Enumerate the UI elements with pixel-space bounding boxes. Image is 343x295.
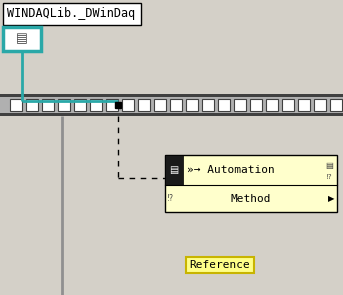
Bar: [266, 99, 278, 111]
Bar: [58, 99, 70, 111]
Bar: [3, 3, 141, 25]
Bar: [74, 99, 86, 111]
Bar: [234, 99, 246, 111]
Text: !?: !?: [167, 194, 174, 203]
Bar: [250, 99, 262, 111]
Bar: [42, 99, 54, 111]
Text: ▤: ▤: [16, 32, 28, 45]
Bar: [3, 27, 41, 51]
Bar: [106, 99, 118, 111]
Text: Reference: Reference: [190, 260, 250, 270]
Bar: [138, 99, 150, 111]
Bar: [10, 99, 22, 111]
Bar: [90, 99, 102, 111]
Text: ▤: ▤: [325, 161, 333, 170]
Bar: [165, 155, 183, 185]
Bar: [0, 94, 343, 116]
Bar: [26, 99, 38, 111]
Bar: [0, 97, 343, 113]
Text: Method: Method: [231, 194, 271, 204]
Bar: [330, 99, 342, 111]
Bar: [314, 99, 326, 111]
Bar: [282, 99, 294, 111]
Bar: [165, 155, 337, 212]
Text: WINDAQLib._DWinDaq: WINDAQLib._DWinDaq: [7, 7, 135, 20]
Text: »→ Automation: »→ Automation: [187, 165, 275, 175]
Text: ▶: ▶: [328, 194, 334, 203]
Bar: [186, 99, 198, 111]
Bar: [170, 99, 182, 111]
Bar: [154, 99, 166, 111]
Bar: [202, 99, 214, 111]
Text: !?: !?: [326, 173, 332, 180]
Bar: [218, 99, 230, 111]
Text: ▤: ▤: [169, 165, 179, 175]
Bar: [122, 99, 134, 111]
Bar: [298, 99, 310, 111]
